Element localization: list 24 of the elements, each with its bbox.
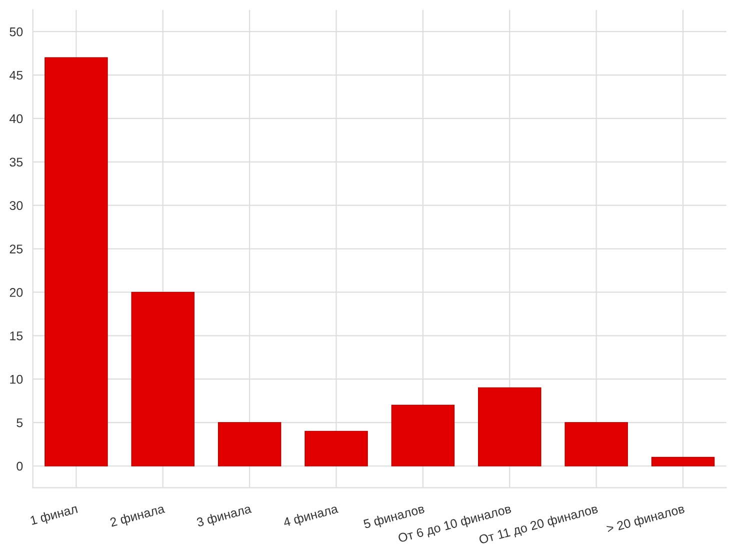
bar [218,422,282,466]
bar [391,404,455,466]
bar [131,292,195,466]
x-tick-label: 3 финала [196,504,253,530]
y-tick-label: 10 [10,374,23,384]
x-tick-label: 2 финала [110,504,166,530]
y-tick-label: 15 [10,332,23,340]
y-tick-label: 25 [10,244,23,254]
y-tick-label: 40 [10,114,23,124]
y-tick-label: 35 [10,158,23,167]
bar [564,422,628,466]
y-tick-label: 5 [16,418,23,428]
y-tick-label: 20 [10,288,23,297]
bar [651,456,715,466]
bar [304,430,368,466]
x-tick-label: > 20 финалов [606,504,686,536]
bar [44,57,108,466]
x-tick-label: 4 финала [282,504,340,530]
bar [478,387,542,466]
y-tick-label: 0 [16,462,23,471]
y-tick-label: 30 [10,201,23,210]
x-tick-label: 1 финал [30,504,78,528]
y-tick-label: 45 [10,70,23,80]
y-tick-label: 50 [10,27,23,36]
